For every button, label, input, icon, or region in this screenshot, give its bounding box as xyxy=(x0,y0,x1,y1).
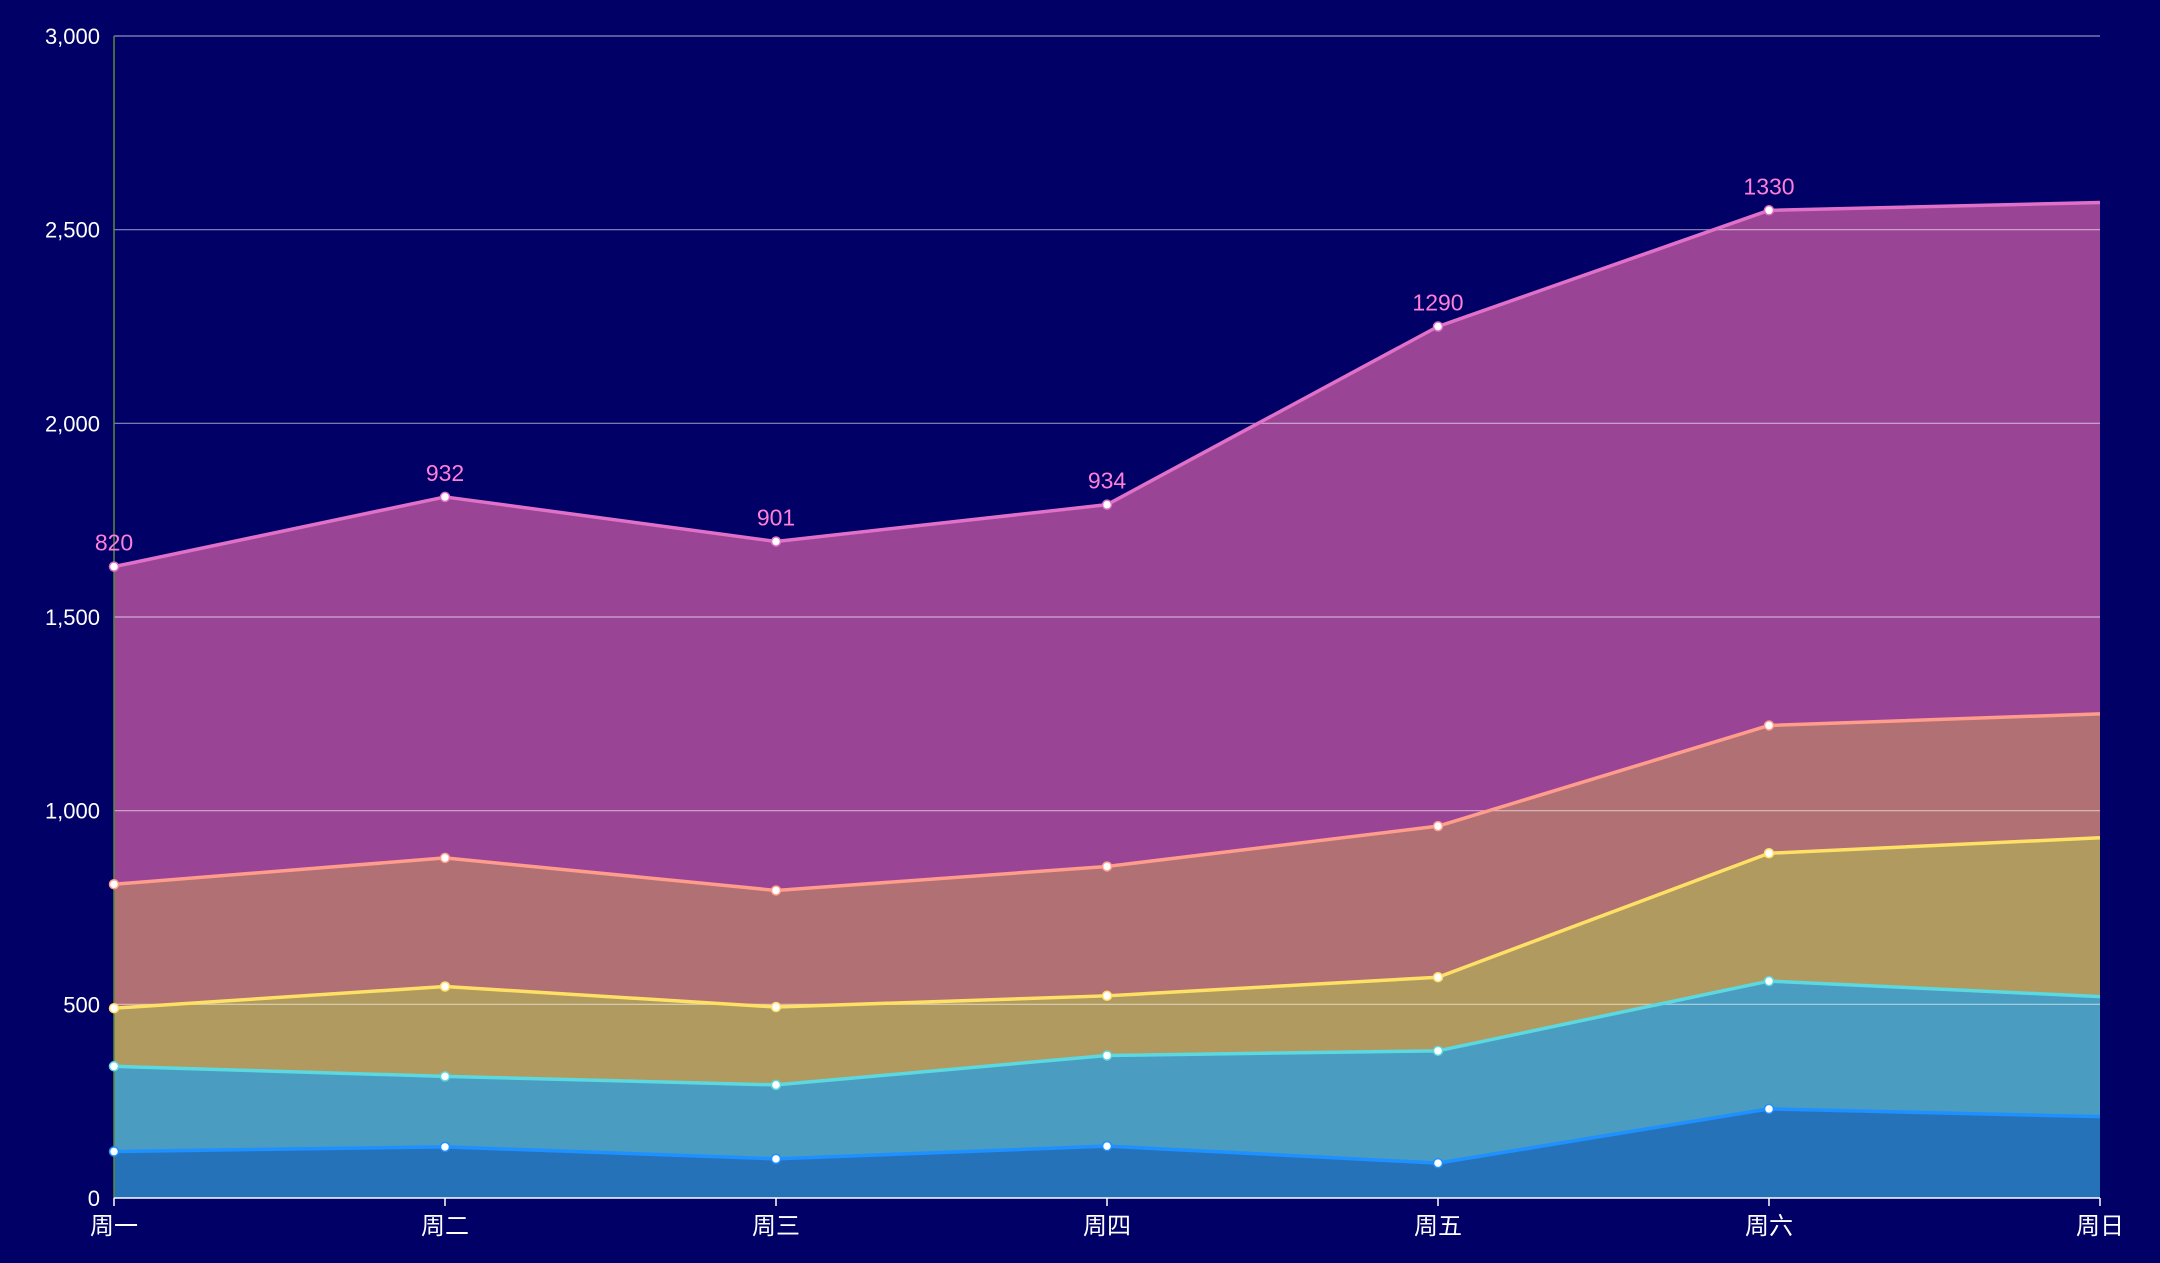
data-label: 932 xyxy=(426,460,464,486)
data-point[interactable] xyxy=(1432,820,1444,832)
data-label: 820 xyxy=(95,530,133,556)
data-point[interactable] xyxy=(108,1146,120,1157)
data-point[interactable] xyxy=(439,852,451,864)
area-fill-series-4 xyxy=(114,713,2100,1009)
data-point[interactable] xyxy=(439,491,451,503)
data-point[interactable] xyxy=(108,879,120,890)
y-tick-label: 2,000 xyxy=(45,411,100,436)
data-label: 901 xyxy=(757,504,795,530)
data-point[interactable] xyxy=(770,1001,782,1013)
area-fill-series-2 xyxy=(114,981,2100,1164)
y-tick-label: 1,000 xyxy=(45,799,100,824)
x-tick-label: 周六 xyxy=(1745,1213,1793,1240)
area-fill-series-3 xyxy=(114,837,2100,1085)
x-tick-label: 周三 xyxy=(752,1213,800,1240)
data-point[interactable] xyxy=(108,561,120,572)
area-fill-series-5 xyxy=(114,202,2100,891)
x-tick-label: 周日 xyxy=(2076,1213,2124,1240)
data-point[interactable] xyxy=(439,981,451,992)
data-point[interactable] xyxy=(1763,975,1775,987)
area-fill-series-1 xyxy=(114,1108,2100,1198)
data-point[interactable] xyxy=(1101,861,1113,872)
data-point[interactable] xyxy=(1763,205,1775,216)
data-point[interactable] xyxy=(770,1153,782,1165)
y-tick-label: 3,000 xyxy=(45,24,100,49)
data-point[interactable] xyxy=(1763,848,1775,859)
data-point[interactable] xyxy=(770,885,782,896)
data-point[interactable] xyxy=(1763,720,1775,731)
y-tick-label: 2,500 xyxy=(45,218,100,243)
data-point[interactable] xyxy=(1432,1045,1444,1057)
data-label: 1290 xyxy=(1412,290,1463,316)
data-point[interactable] xyxy=(1101,499,1113,510)
data-point[interactable] xyxy=(108,1061,120,1072)
x-tick-label: 周一 xyxy=(90,1213,138,1240)
area-fills xyxy=(114,202,2100,1198)
data-label: 934 xyxy=(1088,468,1127,494)
data-point[interactable] xyxy=(1432,971,1444,983)
y-tick-label: 500 xyxy=(63,992,100,1017)
data-point[interactable] xyxy=(1432,321,1444,332)
data-point[interactable] xyxy=(1101,1140,1113,1152)
data-point[interactable] xyxy=(108,1002,120,1014)
x-tick-label: 周四 xyxy=(1083,1213,1131,1240)
data-point[interactable] xyxy=(1432,1157,1444,1169)
data-point[interactable] xyxy=(770,1079,782,1091)
y-tick-label: 0 xyxy=(88,1186,100,1211)
data-point[interactable] xyxy=(439,1071,451,1082)
data-point[interactable] xyxy=(1763,1103,1775,1115)
data-point[interactable] xyxy=(1101,1050,1113,1061)
data-point[interactable] xyxy=(1101,990,1113,1002)
y-tick-label: 1,500 xyxy=(45,605,100,630)
data-label: 1330 xyxy=(1743,173,1794,199)
grid-lines xyxy=(114,35,2100,1005)
data-point[interactable] xyxy=(439,1141,451,1153)
data-point[interactable] xyxy=(770,536,782,547)
x-tick-label: 周二 xyxy=(421,1213,469,1240)
x-tick-label: 周五 xyxy=(1414,1213,1462,1240)
